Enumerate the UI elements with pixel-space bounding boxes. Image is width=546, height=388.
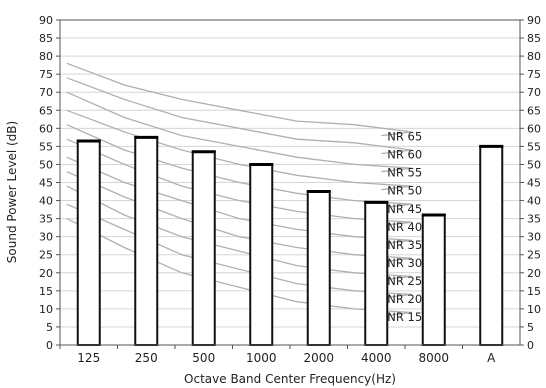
y-tick-label: 30 (39, 231, 53, 244)
y-axis-title: Sound Power Level (dB) (5, 121, 19, 263)
bar (191, 150, 216, 346)
nr-curve (66, 124, 412, 209)
bar (306, 190, 331, 346)
y2-tick-label: 75 (527, 68, 541, 81)
y2-tick-label: 10 (527, 303, 541, 316)
nr-curve (66, 77, 412, 155)
bar (249, 163, 274, 346)
nr-curve-label: NR 30 (387, 256, 422, 270)
bar (421, 214, 446, 346)
nr-curve-label: NR 65 (387, 130, 422, 144)
y-tick-label: 0 (46, 339, 53, 352)
nr-curve-label: NR 40 (387, 220, 422, 234)
y2-tick-label: 0 (527, 339, 534, 352)
y-tick-label: 40 (39, 195, 53, 208)
bar (76, 139, 101, 346)
y2-tick-label: 60 (527, 122, 541, 135)
y2-tick-label: 20 (527, 267, 541, 280)
nr-curve-label: NR 35 (387, 238, 422, 252)
y2-tick-label: 35 (527, 213, 541, 226)
y-tick-label: 80 (39, 50, 53, 63)
grid (60, 19, 520, 346)
y-tick-label: 65 (39, 104, 53, 117)
nr-curve (66, 171, 412, 263)
bar (479, 145, 504, 346)
nr-curve-label: NR 15 (387, 310, 422, 324)
x-tick-label: 2000 (303, 351, 334, 365)
bars (76, 135, 504, 346)
nr-curve (66, 91, 412, 173)
nr-curve-label: NR 20 (387, 292, 422, 306)
y-tick-label: 45 (39, 177, 53, 190)
nr-curve-label: NR 25 (387, 274, 422, 288)
y-tick-label: 5 (46, 321, 53, 334)
nr-curve-label: NR 55 (387, 166, 422, 180)
y-tick-label: 10 (39, 303, 53, 316)
y-tick-label: 15 (39, 285, 53, 298)
y-tick-label: 55 (39, 140, 53, 153)
y2-tick-label: 45 (527, 177, 541, 190)
y2-tick-label: 70 (527, 86, 541, 99)
y2-tick-label: 30 (527, 231, 541, 244)
x-tick-label: 500 (192, 351, 215, 365)
nr-curve-label: NR 60 (387, 148, 422, 162)
x-tick-label: 8000 (418, 351, 449, 365)
y2-tick-label: 40 (527, 195, 541, 208)
y-tick-label: 70 (39, 86, 53, 99)
x-tick-label: 1000 (246, 351, 277, 365)
nr-curves (66, 62, 412, 317)
y-tick-label: 90 (39, 14, 53, 27)
bar (364, 201, 389, 346)
y-tick-label: 60 (39, 122, 53, 135)
y-tick-label: 85 (39, 32, 53, 45)
nr-curve (66, 109, 412, 191)
x-axis-title: Octave Band Center Frequency(Hz) (184, 372, 396, 386)
y-tick-label: 25 (39, 249, 53, 262)
y-tick-label: 75 (39, 68, 53, 81)
y2-tick-label: 25 (527, 249, 541, 262)
y-tick-label: 20 (39, 267, 53, 280)
axes (56, 19, 524, 349)
y-tick-label: 35 (39, 213, 53, 226)
nr-curve (66, 62, 412, 137)
nr-curve (66, 218, 412, 317)
x-tick-label: 4000 (361, 351, 392, 365)
y2-tick-label: 90 (527, 14, 541, 27)
nr-curve-label: NR 45 (387, 202, 422, 216)
y2-tick-label: 55 (527, 140, 541, 153)
y2-tick-label: 65 (527, 104, 541, 117)
x-tick-label: A (487, 351, 496, 365)
y2-tick-label: 85 (527, 32, 541, 45)
y2-tick-label: 5 (527, 321, 534, 334)
x-tick-label: 125 (77, 351, 100, 365)
bar (134, 136, 159, 346)
y2-tick-label: 15 (527, 285, 541, 298)
y-tick-label: 50 (39, 158, 53, 171)
x-tick-label: 250 (135, 351, 158, 365)
nr-curve-label: NR 50 (387, 184, 422, 198)
y2-tick-label: 80 (527, 50, 541, 63)
y2-tick-label: 50 (527, 158, 541, 171)
